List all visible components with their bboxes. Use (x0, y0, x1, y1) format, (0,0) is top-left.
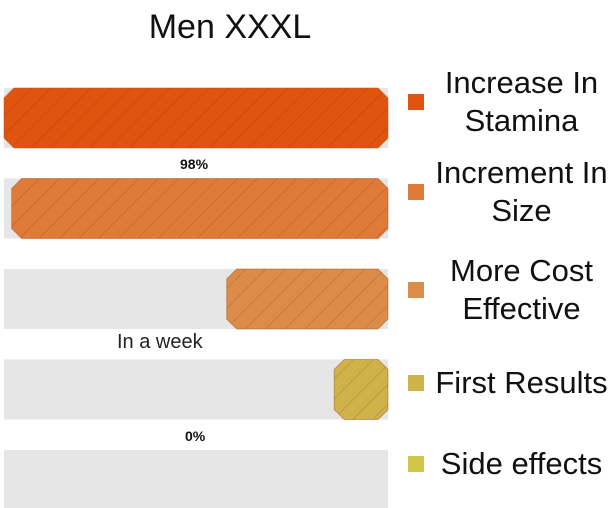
bar-hatch (4, 88, 388, 148)
legend-swatch (408, 375, 424, 391)
bar-track (4, 450, 388, 508)
bar-hatch (334, 359, 388, 420)
bar-chart (3, 87, 389, 508)
legend-swatch (408, 456, 424, 472)
legend-swatch (408, 282, 424, 298)
chart-title: Men XXXL (148, 8, 312, 46)
bar-hatch (11, 178, 389, 239)
legend-item-stamina: Increase In Stamina (408, 62, 613, 142)
legend-item-side-effects: Side effects (408, 424, 613, 504)
data-label-side-effects: 0% (185, 428, 206, 444)
legend-label: First Results (435, 365, 608, 400)
legend-item-size: Increment In Size (408, 152, 613, 232)
annotation-in-a-week: In a week (117, 331, 203, 353)
legend-item-first-results: First Results (408, 343, 613, 423)
bar-hatch (226, 269, 388, 329)
legend-item-cost: More Cost Effective (408, 250, 613, 330)
legend-label: Increment In Size (435, 155, 608, 228)
data-label-size: 98% (180, 156, 209, 172)
legend-label: More Cost Effective (450, 253, 593, 326)
bar-track (4, 359, 388, 420)
legend-label: Side effects (440, 446, 603, 481)
legend-swatch (408, 94, 424, 110)
legend-label: Increase In Stamina (444, 65, 599, 138)
legend-swatch (408, 184, 424, 200)
